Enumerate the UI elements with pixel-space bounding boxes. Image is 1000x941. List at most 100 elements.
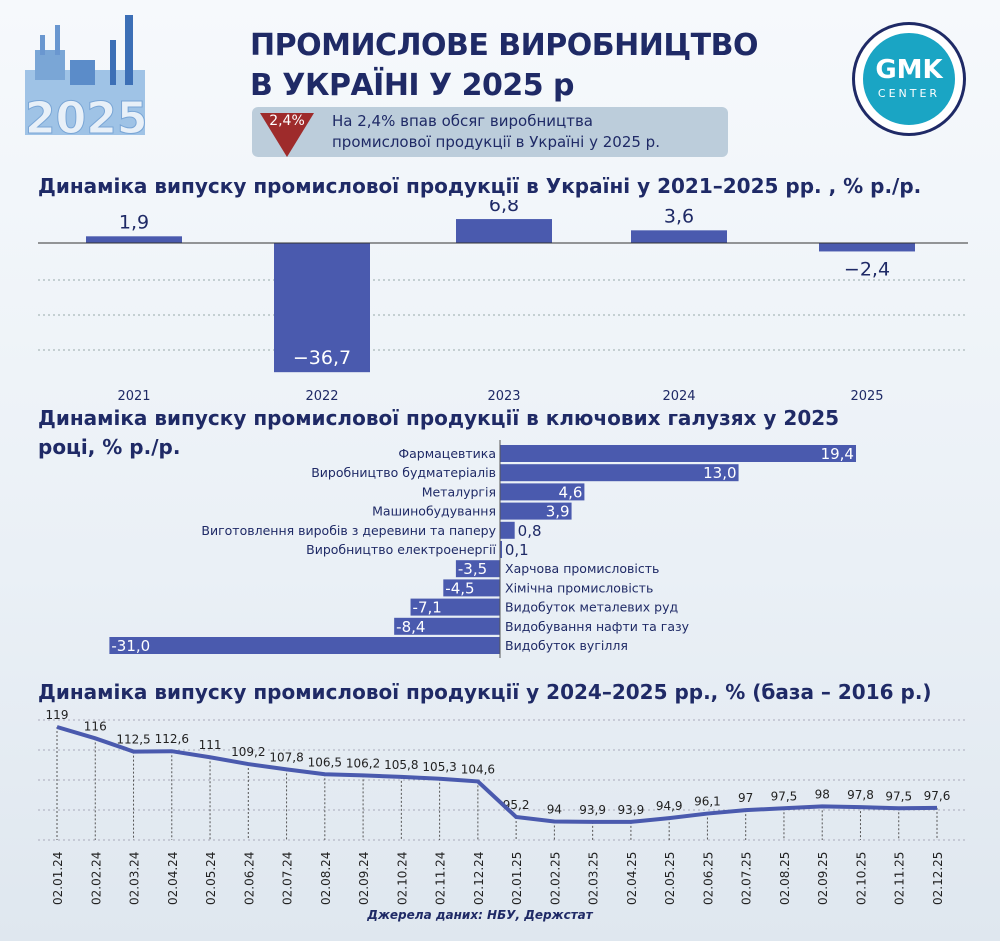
data-label: 4,6 xyxy=(559,483,583,501)
summary-badge: 2,4% На 2,4% впав обсяг виробництва пром… xyxy=(252,107,728,157)
x-tick-label: 2024 xyxy=(662,389,695,404)
x-tick-label: 02.04.24 xyxy=(166,852,180,905)
x-tick-label: 02.04.25 xyxy=(625,852,639,905)
data-label: 97 xyxy=(738,791,753,805)
yearly-bar-chart: 1,9 2021 −36,7 2022 6,8 2023 3,6 2024 −2,4 2025 xyxy=(38,200,968,404)
bar xyxy=(455,560,500,578)
x-tick-label: 02.02.25 xyxy=(548,852,562,905)
badge-text-line-2: промислової продукції в Україні у 2025 р… xyxy=(332,133,660,151)
data-label: 94,9 xyxy=(656,799,683,813)
data-label: 94 xyxy=(547,803,562,817)
title-line-1: ПРОМИСЛОВЕ ВИРОБНИЦТВО xyxy=(250,28,759,63)
chart2-title: Динаміка випуску промислової продукції в… xyxy=(38,406,840,459)
data-label: 0,8 xyxy=(518,522,542,540)
data-label: 6,8 xyxy=(489,200,519,216)
data-label: 105,8 xyxy=(384,758,418,772)
x-tick-label: 02.08.25 xyxy=(778,852,792,905)
category-label: Фармацевтика xyxy=(398,446,496,461)
badge-text-line-1: На 2,4% впав обсяг виробництва xyxy=(332,112,593,130)
bar xyxy=(631,230,727,243)
x-tick-label: 02.03.25 xyxy=(587,852,601,905)
data-label: 97,5 xyxy=(885,789,912,803)
data-label: 1,9 xyxy=(119,211,149,233)
bar xyxy=(500,483,585,501)
gmk-center-logo: GMK CENTER xyxy=(855,25,963,133)
x-tick-label: 02.06.24 xyxy=(242,852,256,905)
category-label: Виготовлення виробів з деревини та папер… xyxy=(201,523,496,538)
bar xyxy=(86,236,182,243)
logo-text: GMK xyxy=(875,55,943,85)
data-label: 119 xyxy=(46,708,69,722)
x-tick-label: 02.09.24 xyxy=(357,852,371,905)
x-tick-label: 02.05.24 xyxy=(204,852,218,905)
badge-text: На 2,4% впав обсяг виробництва промислов… xyxy=(332,111,660,153)
x-tick-label: 02.10.25 xyxy=(854,852,868,905)
data-label: 104,6 xyxy=(461,762,495,776)
x-tick-label: 02.10.24 xyxy=(395,852,409,905)
category-label: Машинобудування xyxy=(372,504,496,519)
index-line-chart: 119 02.01.24 116 02.02.24 112,5 02.03.24 112,6… xyxy=(38,708,968,905)
triangle-down-icon xyxy=(260,113,314,157)
x-tick-label: 02.11.24 xyxy=(434,852,448,905)
x-tick-label: 02.03.24 xyxy=(128,852,142,905)
bar xyxy=(500,541,502,558)
bar xyxy=(394,617,500,635)
bar xyxy=(109,637,501,654)
bar xyxy=(456,219,552,243)
bar xyxy=(500,521,515,539)
industry-bar-chart: 19,4 Фармацевтика 13,0 Виробництво будматер… xyxy=(109,440,856,658)
x-tick-label: 02.12.25 xyxy=(931,852,945,905)
data-label: 0,1 xyxy=(505,541,529,559)
data-label: 19,4 xyxy=(821,445,854,463)
bar xyxy=(500,502,572,520)
data-label: 111 xyxy=(199,738,222,752)
category-label: Виробництво будматеріалів xyxy=(311,465,496,480)
x-tick-label: 2023 xyxy=(487,389,520,404)
data-label: -31,0 xyxy=(111,637,150,655)
title-line-2: В УКРАЇНІ У 2025 р xyxy=(250,68,575,103)
data-label: 107,8 xyxy=(269,750,303,764)
data-label: 106,5 xyxy=(308,755,342,769)
bar xyxy=(274,243,370,373)
category-label: Видобуток вугілля xyxy=(505,638,628,653)
x-tick-label: 02.01.24 xyxy=(51,852,65,905)
x-tick-label: 02.07.25 xyxy=(740,852,754,905)
chart1-title: Динаміка випуску промислової продукції в… xyxy=(38,174,922,198)
category-label: Видобування нафти та газу xyxy=(505,619,690,634)
data-label: 3,6 xyxy=(664,205,694,227)
data-label: -8,4 xyxy=(396,618,425,636)
data-label: −36,7 xyxy=(293,347,351,369)
page-title: ПРОМИСЛОВЕ ВИРОБНИЦТВО В УКРАЇНІ У 2025 … xyxy=(250,26,759,106)
data-label: -3,5 xyxy=(458,560,487,578)
data-label: 97,8 xyxy=(847,788,874,802)
bar xyxy=(410,598,500,616)
data-label: 112,6 xyxy=(155,732,189,746)
data-label: 105,3 xyxy=(422,760,456,774)
data-label: 93,9 xyxy=(618,803,645,817)
data-label: -7,1 xyxy=(413,599,442,617)
x-tick-label: 02.09.25 xyxy=(816,852,830,905)
data-label: −2,4 xyxy=(844,258,890,280)
x-tick-label: 02.01.25 xyxy=(510,852,524,905)
data-label: 98 xyxy=(815,787,830,801)
category-label: Металургія xyxy=(422,484,496,499)
x-tick-label: 2021 xyxy=(117,389,150,404)
category-label: Виробництво електроенергії xyxy=(306,542,496,557)
source-note: Джерела даних: НБУ, Держстат xyxy=(367,908,593,922)
data-label: 97,5 xyxy=(771,789,798,803)
x-tick-label: 02.02.24 xyxy=(89,852,103,905)
category-label: Хімічна промисловість xyxy=(505,580,653,595)
chart3-title: Динаміка випуску промислової продукції у… xyxy=(38,680,932,704)
x-tick-label: 02.11.25 xyxy=(893,852,907,905)
x-tick-label: 02.06.25 xyxy=(701,852,715,905)
x-tick-label: 2022 xyxy=(305,389,338,404)
illustration-year: 2025 xyxy=(25,93,147,140)
bar xyxy=(500,464,739,482)
x-tick-label: 02.05.25 xyxy=(663,852,677,905)
data-label: 96,1 xyxy=(694,795,721,809)
x-tick-label: 02.12.24 xyxy=(472,852,486,905)
data-label: 116 xyxy=(84,719,107,733)
data-label: 109,2 xyxy=(231,745,265,759)
x-tick-label: 02.08.24 xyxy=(319,852,333,905)
bar xyxy=(819,243,915,252)
